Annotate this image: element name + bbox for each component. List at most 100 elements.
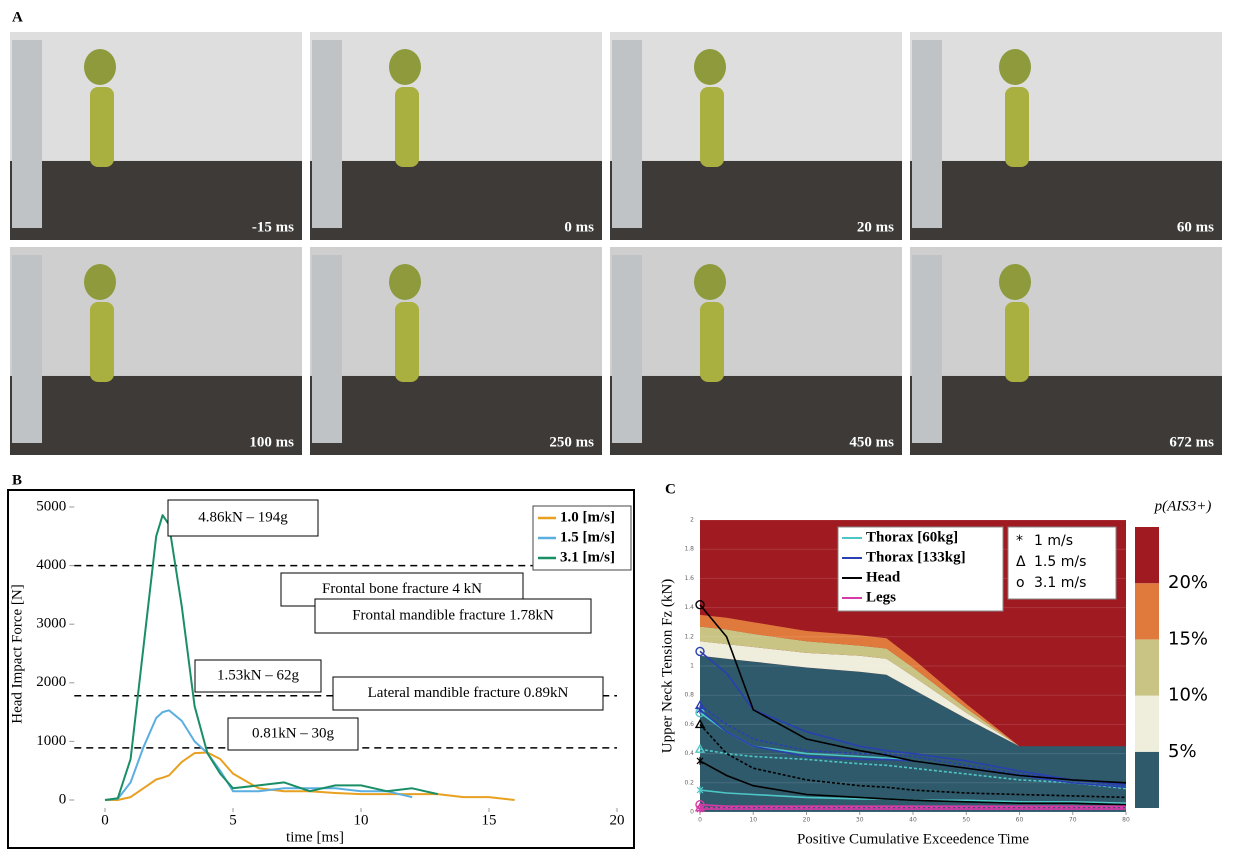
rig [612,255,642,443]
photo-wall [910,247,1222,376]
threshold-label: Frontal bone fracture 4 kN [322,581,482,597]
dummy-body [395,302,419,382]
colorbar-label: 10% [1168,685,1208,706]
marker-label: 3.1 m/s [1034,575,1086,591]
rig [12,40,42,228]
dummy-body [700,87,724,167]
frame-time: 0 ms [564,219,594,235]
dummy-body [90,87,114,167]
photo-floor [310,161,602,240]
frame-time: 60 ms [1177,219,1214,235]
figure: A -15 ms 0 ms 20 ms 60 ms 100 ms 250 ms 450 ms 6… [0,0,1233,852]
x-tick-label: 15 [482,812,497,828]
y-tick-label: 3000 [36,616,66,632]
legend-label: Head [866,569,901,585]
legend-label: 3.1 [m/s] [560,549,615,565]
marker-symbol: * [1016,533,1023,549]
x-tick-label: 20 [610,812,625,828]
y-tick-label: 1 [690,663,694,670]
frame-time: 100 ms [249,434,294,450]
x-tick-label: 50 [962,817,970,824]
y-tick-label: 0.2 [684,779,694,786]
rig [312,255,342,443]
y-tick-label: 2000 [36,674,66,690]
dummy-head [389,49,421,85]
y-tick-label: 0.8 [684,692,694,699]
colorbar-label: 5% [1168,741,1197,762]
rig [312,40,342,228]
y-tick-label: 1.2 [684,633,694,640]
series-line [105,753,515,801]
threshold-label: Frontal mandible fracture 1.78kN [352,607,554,623]
y-axis-label: Head Impact Force [N] [9,584,25,724]
y-tick-label: 0 [690,809,694,816]
y-tick-label: 0.4 [684,750,694,757]
frame-time: 450 ms [849,434,894,450]
x-axis-label: time [ms] [286,829,344,845]
annotation: 1.53kN – 62g [217,667,300,683]
dummy-body [700,302,724,382]
photo-wall [10,247,302,376]
colorbar-segment [1135,639,1159,695]
frame-time: 250 ms [549,434,594,450]
frame-time: 672 ms [1169,434,1214,450]
panel-label: C [665,481,676,497]
legend-label: Legs [866,589,896,605]
y-axis-label: Upper Neck Tension Fz (kN) [659,579,675,753]
marker-label: 1 m/s [1034,533,1073,549]
frame-time: 20 ms [857,219,894,235]
x-tick-label: 30 [856,817,864,824]
series-line [105,515,438,800]
y-tick-label: 1.6 [684,575,694,582]
frame-time: -15 ms [252,219,294,235]
colorbar-label: 15% [1168,628,1208,649]
dummy-head [389,264,421,300]
x-tick-label: 20 [803,817,811,824]
dummy-body [1005,87,1029,167]
y-tick-label: 0 [59,791,67,807]
dummy-body [395,87,419,167]
photo-wall [310,32,602,161]
x-tick-label: 0 [101,812,109,828]
y-tick-label: 2 [690,517,694,524]
dummy-body [1005,302,1029,382]
colorbar-segment [1135,583,1159,639]
legend-label: 1.5 [m/s] [560,529,615,545]
marker-symbol: o [1016,575,1025,591]
page: {"figure_a": {"label": "A", "frames": ["… [0,0,1233,852]
x-tick-label: 10 [354,812,369,828]
legend-label: Thorax [133kg] [866,549,966,565]
photo-wall [910,32,1222,161]
x-tick-label: 70 [1069,817,1077,824]
dummy-head [694,49,726,85]
legend-label: 1.0 [m/s] [560,509,615,525]
x-tick-label: 80 [1122,817,1130,824]
dummy-body [90,302,114,382]
x-axis-label: Positive Cumulative Exceedence Time [797,831,1029,847]
dummy-head [84,49,116,85]
legend-label: Thorax [60kg] [866,529,958,545]
panel-label: B [12,472,22,488]
x-tick-label: 10 [749,817,757,824]
threshold-label: Lateral mandible fracture 0.89kN [368,685,569,701]
y-tick-label: 5000 [36,498,66,514]
colorbar-segment [1135,752,1159,808]
rig [912,255,942,443]
x-tick-label: 40 [909,817,917,824]
marker-label: 1.5 m/s [1034,554,1086,570]
y-tick-label: 1000 [36,733,66,749]
rig [612,40,642,228]
x-tick-label: 5 [229,812,237,828]
y-tick-label: 1.4 [684,604,694,611]
panel-label: A [12,9,23,25]
y-tick-label: 4000 [36,557,66,573]
colorbar-title: p(AIS3+) [1154,498,1212,514]
colorbar-label: 20% [1168,572,1208,593]
x-tick-label: 60 [1016,817,1024,824]
rig [912,40,942,228]
rig [12,255,42,443]
photo-wall [10,32,302,161]
dummy-head [999,264,1031,300]
photo-wall [610,247,902,376]
x-tick-label: 0 [698,817,702,824]
